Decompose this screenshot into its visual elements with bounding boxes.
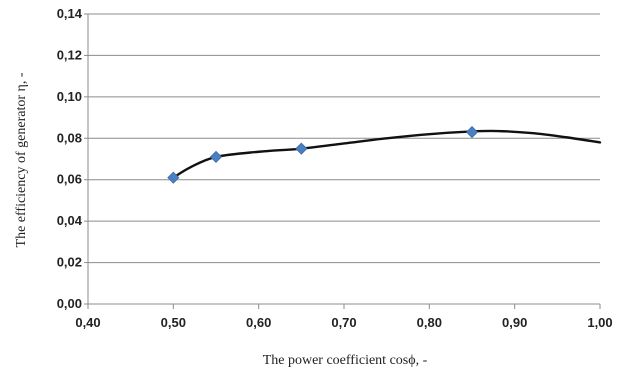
y-tick-label: 0,00 — [57, 296, 82, 311]
x-tick-label: 0,40 — [75, 315, 100, 330]
x-axis-title: The power coefficient cosϕ, - — [263, 353, 428, 368]
data-point-marker — [209, 150, 223, 163]
y-tick-label: 0,08 — [57, 130, 82, 145]
y-tick-label: 0,04 — [57, 213, 83, 228]
data-point-marker — [295, 142, 308, 155]
x-tick-label: 0,80 — [417, 315, 442, 330]
x-tick-label: 0,70 — [331, 315, 356, 330]
y-tick-label: 0,06 — [57, 172, 82, 187]
y-tick-label: 0,14 — [57, 6, 83, 21]
data-point-marker — [465, 126, 479, 139]
x-tick-label: 1,00 — [587, 315, 612, 330]
axes — [84, 13, 601, 309]
y-tick-label: 0,02 — [57, 255, 82, 270]
y-tick-label: 0,10 — [57, 89, 82, 104]
x-tick-label: 0,90 — [502, 315, 527, 330]
data-point-marker — [167, 171, 180, 184]
x-tick-labels: 0,40 0,50 0,60 0,70 0,80 0,90 1,00 — [75, 315, 612, 330]
x-tick-label: 0,50 — [161, 315, 186, 330]
grid-lines — [88, 13, 600, 264]
series-group — [167, 126, 602, 184]
y-axis-title: The efficiency of generator η, - — [14, 72, 29, 247]
y-tick-labels: 0,00 0,02 0,04 0,06 0,08 0,10 0,12 0,14 — [57, 6, 83, 311]
y-tick-label: 0,12 — [57, 47, 82, 62]
x-tick-label: 0,60 — [246, 315, 271, 330]
